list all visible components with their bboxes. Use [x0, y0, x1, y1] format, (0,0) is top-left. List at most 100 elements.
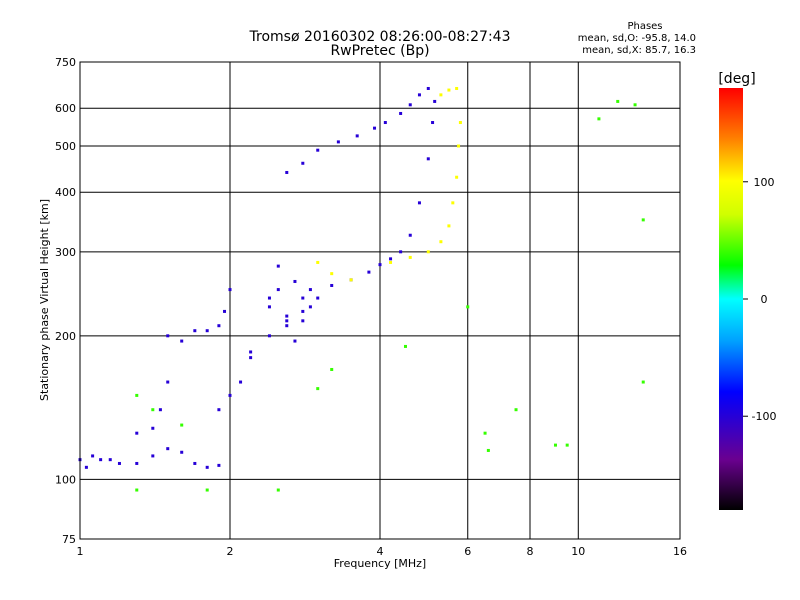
data-point — [117, 461, 121, 465]
data-point — [135, 393, 139, 397]
data-point — [91, 454, 95, 458]
y-tick-label: 500 — [55, 140, 76, 153]
data-point — [301, 309, 305, 313]
data-point — [223, 309, 227, 313]
data-point — [330, 283, 334, 287]
series-o-mode-f2-main — [249, 99, 437, 354]
data-point — [239, 380, 243, 384]
colorbar-tick-label: 100 — [754, 176, 775, 189]
y-tick-label: 400 — [55, 186, 76, 199]
data-point — [99, 458, 103, 462]
data-point — [267, 296, 271, 300]
legend-o-stats: mean, sd,O: -95.8, 14.0 — [578, 33, 696, 44]
data-point — [267, 305, 271, 309]
data-point — [217, 463, 221, 467]
y-tick-label: 75 — [62, 533, 76, 546]
data-point — [276, 488, 280, 492]
data-point — [457, 144, 461, 148]
data-point — [316, 387, 320, 391]
data-point — [84, 465, 88, 469]
data-point — [330, 272, 334, 276]
data-point — [193, 461, 197, 465]
data-point — [455, 175, 459, 179]
colorbar-label: [deg] — [718, 71, 755, 87]
data-point — [514, 408, 518, 412]
x-tick-label: 1 — [77, 545, 84, 558]
data-point — [486, 448, 490, 452]
data-point — [228, 393, 232, 397]
data-point — [439, 240, 443, 244]
series-o-mode-low-e-trace — [78, 447, 221, 469]
data-point — [616, 99, 620, 103]
data-point — [180, 339, 184, 343]
data-point — [417, 93, 421, 97]
x-axis-label: Frequency [MHz] — [334, 557, 426, 570]
data-point — [135, 461, 139, 465]
data-point — [378, 263, 382, 267]
series-o-mode-multihop — [285, 86, 430, 174]
series-x-mode-f2 — [316, 121, 462, 282]
data-point — [135, 431, 139, 435]
data-point — [399, 111, 403, 115]
x-tick-label: 16 — [673, 545, 687, 558]
data-point — [205, 465, 209, 469]
data-point — [249, 356, 253, 360]
data-point — [301, 161, 305, 165]
data-point — [641, 380, 645, 384]
data-point — [180, 423, 184, 427]
data-point — [285, 319, 289, 323]
data-point — [330, 367, 334, 371]
y-tick-label: 100 — [55, 473, 76, 486]
data-point — [367, 270, 371, 274]
y-tick-label: 600 — [55, 102, 76, 115]
data-point — [151, 408, 155, 412]
colorbar-tick-label: 0 — [761, 293, 768, 306]
data-point — [308, 288, 312, 292]
colorbar-tick-label: -100 — [752, 410, 777, 423]
data-point — [408, 255, 412, 259]
data-point — [158, 408, 162, 412]
data-point — [316, 148, 320, 152]
data-point — [108, 458, 112, 462]
data-point — [455, 86, 459, 90]
data-point — [458, 121, 462, 125]
y-tick-label: 200 — [55, 330, 76, 343]
data-point — [293, 279, 297, 283]
x-tick-label: 4 — [377, 545, 384, 558]
data-point — [276, 288, 280, 292]
data-point — [301, 319, 305, 323]
data-point — [151, 426, 155, 430]
data-point — [451, 201, 455, 205]
data-point — [399, 250, 403, 254]
data-point — [417, 201, 421, 205]
data-point — [267, 334, 271, 338]
data-point — [431, 121, 435, 125]
data-point — [285, 170, 289, 174]
data-point — [426, 86, 430, 90]
y-axis-label: Stationary phase Virtual Height [km] — [38, 199, 51, 401]
data-point — [466, 305, 470, 309]
data-point — [633, 103, 637, 107]
legend-x-stats: mean, sd,X: 85.7, 16.3 — [582, 45, 696, 56]
x-tick-label: 8 — [527, 545, 534, 558]
colorbar — [719, 88, 743, 510]
data-point — [389, 257, 393, 261]
data-point — [349, 278, 353, 282]
data-point — [403, 344, 407, 348]
data-point — [180, 450, 184, 454]
data-point — [408, 233, 412, 237]
data-point — [293, 339, 297, 343]
data-point — [217, 408, 221, 412]
data-point — [316, 260, 320, 264]
data-point — [166, 334, 170, 338]
series-noise — [135, 99, 645, 492]
x-tick-label: 6 — [464, 545, 471, 558]
data-point — [135, 488, 139, 492]
data-point — [249, 350, 253, 354]
data-point — [641, 218, 645, 222]
data-point — [193, 329, 197, 333]
data-point — [426, 250, 430, 254]
data-point — [301, 296, 305, 300]
data-point — [383, 121, 387, 125]
